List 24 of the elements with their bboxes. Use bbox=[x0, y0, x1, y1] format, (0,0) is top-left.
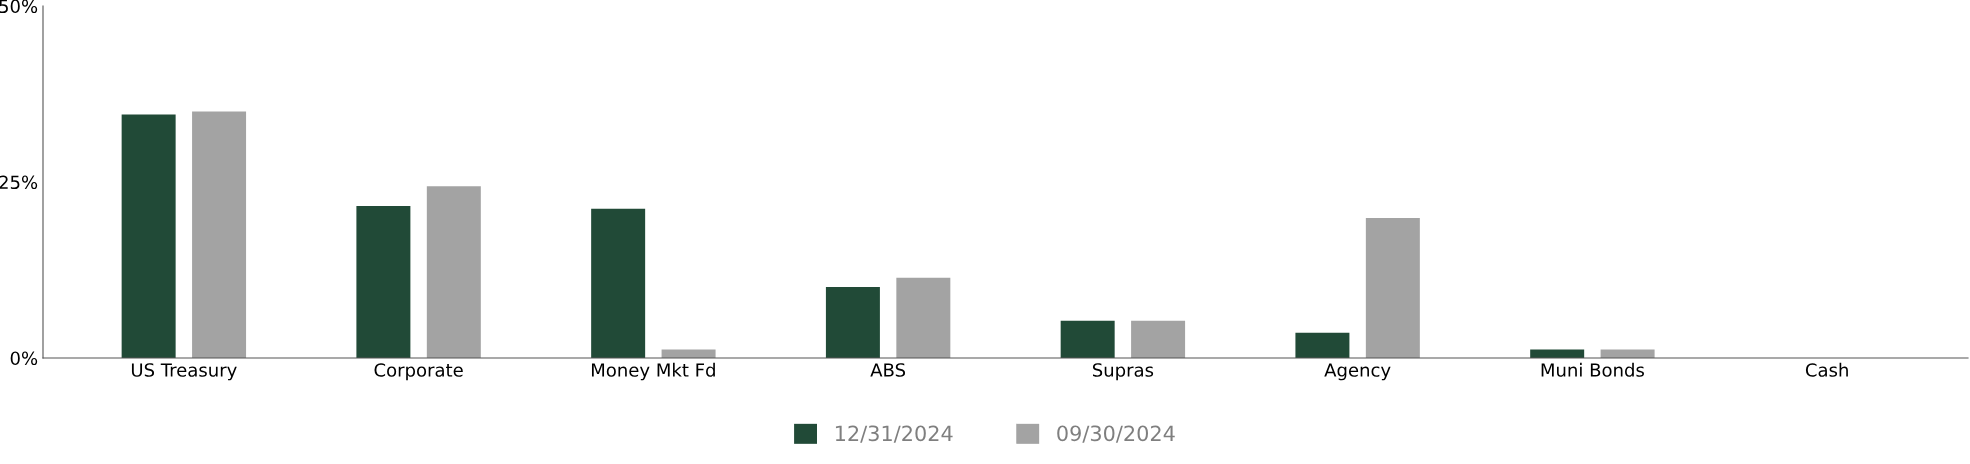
bar bbox=[1060, 320, 1115, 358]
bar bbox=[192, 111, 247, 358]
bar bbox=[896, 277, 951, 358]
y-tick-label: 50% bbox=[0, 0, 38, 14]
x-tick-label: Corporate bbox=[374, 363, 463, 381]
bar bbox=[825, 286, 880, 358]
bar bbox=[1295, 332, 1350, 358]
legend-label: 12/31/2024 bbox=[835, 425, 953, 443]
bar bbox=[356, 205, 411, 358]
x-tick-label: ABS bbox=[870, 363, 906, 377]
x-tick-label: US Treasury bbox=[131, 363, 237, 381]
x-tick-label: Agency bbox=[1324, 363, 1391, 381]
bar bbox=[591, 208, 646, 358]
legend-label: 09/30/2024 bbox=[1057, 425, 1175, 443]
bar bbox=[426, 186, 481, 358]
x-tick-label: Muni Bonds bbox=[1541, 362, 1644, 377]
x-tick-label: Cash bbox=[1805, 362, 1848, 377]
bar bbox=[121, 114, 176, 358]
x-tick-label: Supras bbox=[1092, 363, 1154, 381]
y-tick-label: 0% bbox=[10, 351, 38, 366]
bar bbox=[1131, 320, 1186, 358]
x-tick-label: Money Mkt Fd bbox=[591, 362, 715, 381]
bar bbox=[1365, 217, 1420, 358]
y-tick-label: 25% bbox=[0, 175, 38, 190]
